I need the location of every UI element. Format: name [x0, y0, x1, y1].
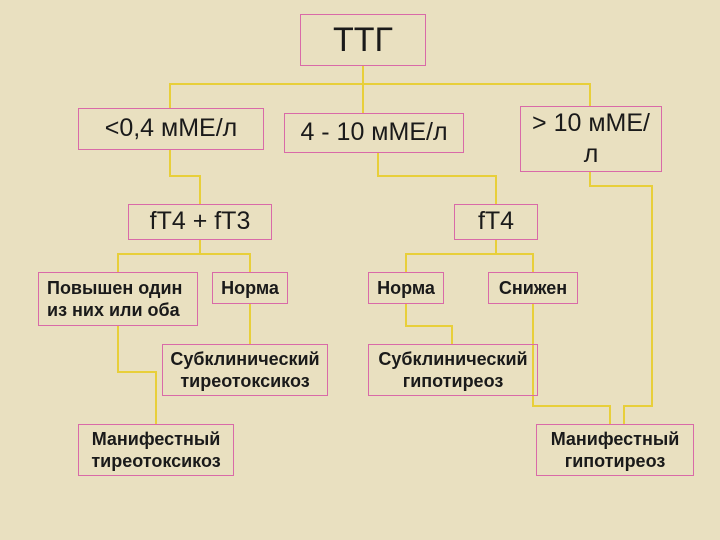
- edge: [406, 304, 452, 344]
- node-mid: 4 - 10 мМЕ/л: [284, 113, 464, 153]
- node-sub_tox: Субклинический тиреотоксикоз: [162, 344, 328, 396]
- node-ft4ft3: fТ4 + fТ3: [128, 204, 272, 240]
- node-high: > 10 мМЕ/л: [520, 106, 662, 172]
- node-norm_r: Норма: [368, 272, 444, 304]
- edge: [170, 150, 200, 204]
- edge: [496, 240, 533, 272]
- edge: [118, 240, 200, 272]
- edge: [406, 240, 496, 272]
- edge: [533, 304, 610, 424]
- flowchart-canvas: ТТГ <0,4 мМЕ/л 4 - 10 мМЕ/л > 10 мМЕ/л fТ4 +…: [0, 0, 720, 540]
- node-elev: Повышен один из них или оба: [38, 272, 198, 326]
- edge: [590, 172, 652, 424]
- edge: [378, 153, 496, 204]
- node-ttg: ТТГ: [300, 14, 426, 66]
- node-norm_l: Норма: [212, 272, 288, 304]
- node-man_tox: Манифестный тиреотоксикоз: [78, 424, 234, 476]
- edge: [363, 66, 590, 106]
- node-sub_hypo: Субклинический гипотиреоз: [368, 344, 538, 396]
- node-man_hypo: Манифестный гипотиреоз: [536, 424, 694, 476]
- edge: [200, 240, 250, 272]
- node-ft4: fТ4: [454, 204, 538, 240]
- node-low_r: Снижен: [488, 272, 578, 304]
- edge: [170, 66, 363, 108]
- edge: [118, 326, 156, 424]
- node-low: <0,4 мМЕ/л: [78, 108, 264, 150]
